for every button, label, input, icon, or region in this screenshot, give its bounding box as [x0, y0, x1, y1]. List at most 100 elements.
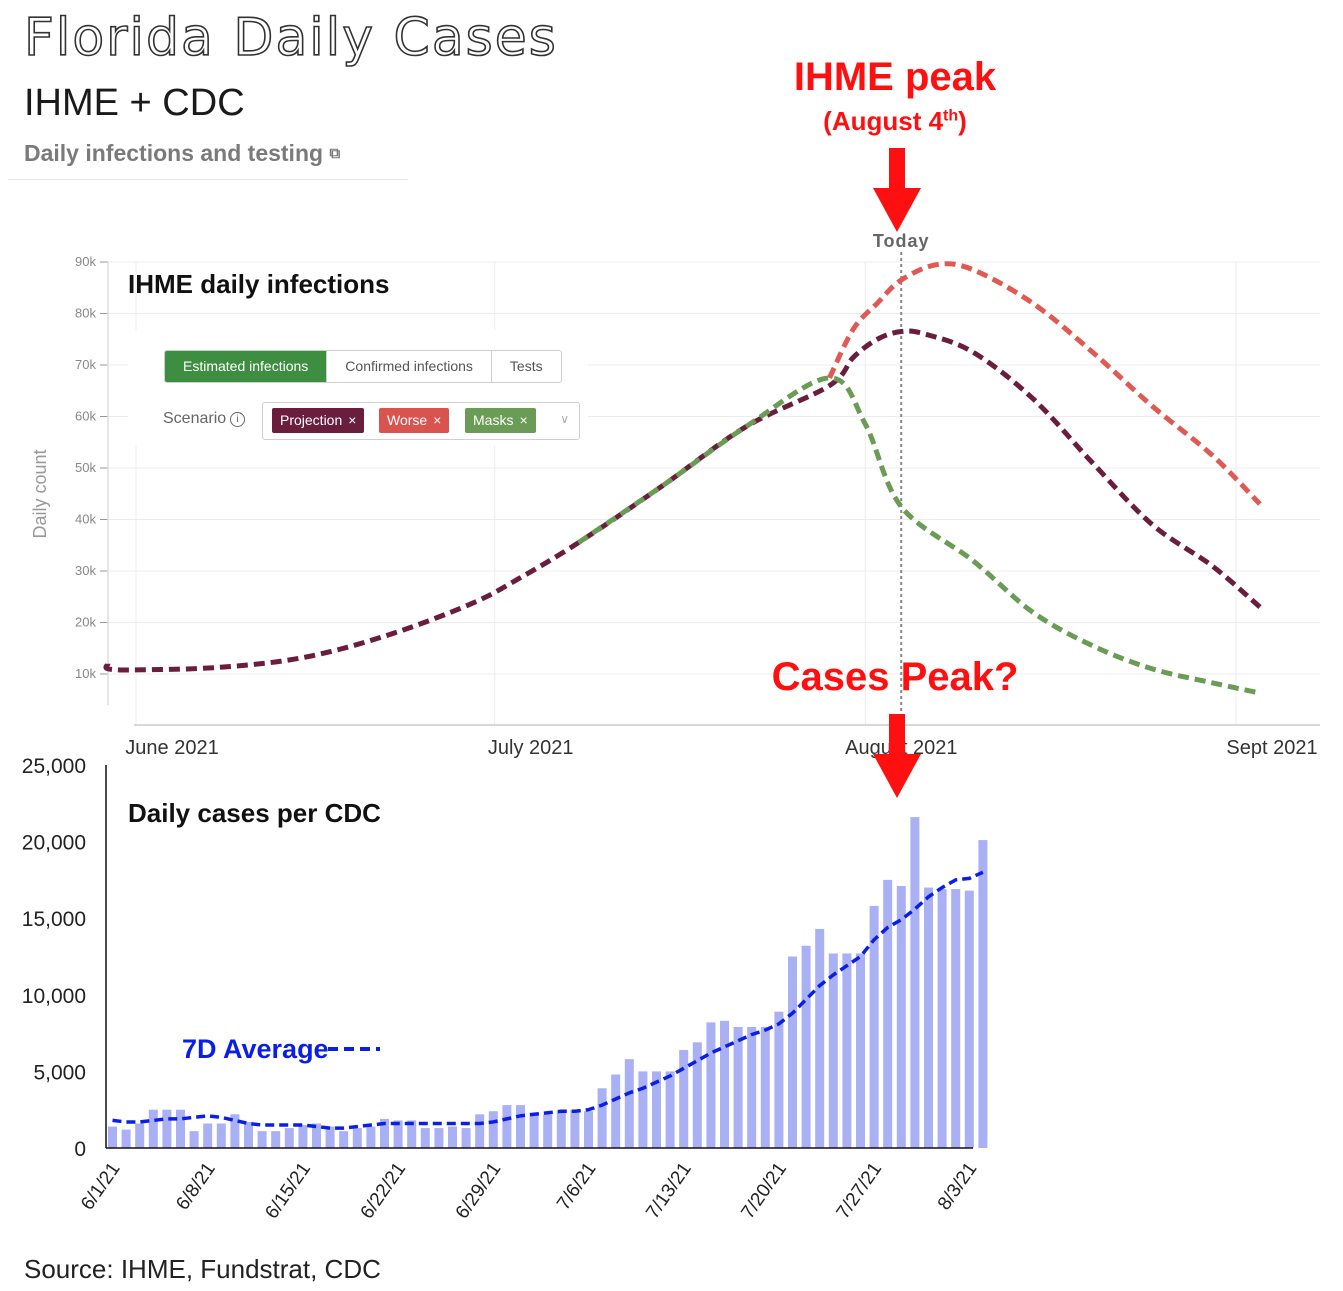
cdc-bar [788, 956, 797, 1148]
cdc-bar [869, 905, 879, 1148]
cdc-bar [964, 890, 974, 1148]
ihme-series-masks [576, 375, 1261, 696]
cases-peak-note: Cases Peak? [771, 655, 1019, 699]
ihme-series-projection [103, 328, 1262, 673]
cdc-bar [216, 1123, 226, 1148]
close-icon[interactable]: × [519, 412, 528, 428]
external-link-icon[interactable]: ⧉ [329, 145, 341, 162]
cdc-bar [924, 887, 933, 1148]
ihme-ytick-label: 70k [75, 357, 96, 372]
ihme-peak-date-text: (August 4 [823, 106, 944, 136]
ihme-gridlines [108, 261, 1320, 725]
metric-tabs: Estimated infections Confirmed infection… [164, 350, 562, 383]
cdc-bar [856, 953, 865, 1148]
cdc-bar [135, 1123, 145, 1148]
subtitle: IHME + CDC [24, 82, 245, 124]
scenario-label-text: Scenario [163, 410, 227, 427]
cdc-ytick-label: 5,000 [33, 1061, 86, 1084]
cdc-chart-title: Daily cases per CDC [128, 798, 381, 828]
ihme-peak-date: (August 4th) [770, 106, 1020, 137]
cdc-legend-label: 7D Average [182, 1034, 329, 1064]
ihme-ytick-label: 90k [75, 254, 96, 269]
info-icon[interactable]: i [230, 412, 246, 427]
section-link[interactable]: Daily infections and testing ⧉ [24, 140, 340, 167]
cdc-bar [352, 1128, 362, 1148]
ihme-ytick-label: 50k [75, 460, 96, 475]
cdc-xtick-label: 7/6/21 [553, 1159, 601, 1214]
cdc-bar [692, 1042, 702, 1148]
cdc-bar [271, 1131, 281, 1148]
cdc-xtick-label: 6/29/21 [452, 1159, 506, 1223]
cdc-bar [896, 886, 906, 1148]
cdc-xtick-label: 7/20/21 [737, 1159, 791, 1223]
chip-projection-label: Projection [280, 412, 343, 428]
cdc-bar [448, 1126, 457, 1148]
main-title: Florida Daily Cases [23, 7, 558, 69]
ihme-ytick-label: 40k [75, 512, 96, 527]
cdc-bar [502, 1105, 512, 1148]
cdc-bar [679, 1049, 689, 1148]
cdc-bar [638, 1071, 648, 1148]
cdc-bar [720, 1020, 729, 1148]
ihme-chart-title: IHME daily infections [128, 269, 390, 299]
cdc-bar [733, 1026, 743, 1148]
cdc-bar [828, 953, 838, 1148]
cdc-bar [108, 1126, 117, 1148]
ihme-ytick-label: 30k [75, 563, 96, 578]
cdc-bar [883, 879, 893, 1148]
cdc-bars [108, 817, 988, 1148]
cdc-bar [325, 1126, 335, 1148]
cdc-bar [434, 1128, 444, 1148]
cdc-ytick-label: 25,000 [22, 755, 86, 778]
cdc-bar [189, 1131, 199, 1148]
close-icon[interactable]: × [433, 412, 442, 428]
cdc-bar [257, 1131, 267, 1148]
cdc-bar [176, 1109, 185, 1148]
cdc-bar [951, 889, 961, 1148]
cdc-xtick-label: 6/8/21 [172, 1159, 220, 1214]
tab-estimated-infections[interactable]: Estimated infections [165, 351, 327, 382]
scenario-select[interactable]: Projection × Worse × Masks × ∨ [262, 402, 580, 440]
cdc-bar [937, 889, 947, 1148]
cdc-bar [312, 1123, 321, 1148]
ihme-xtick-label: Sept 2021 [1226, 737, 1317, 759]
cdc-ytick-label: 20,000 [22, 832, 86, 855]
chevron-down-icon[interactable]: ∨ [560, 412, 569, 426]
today-marker-label: Today [873, 231, 930, 251]
tab-confirmed-infections[interactable]: Confirmed infections [326, 351, 491, 382]
cdc-bar [543, 1114, 553, 1148]
section-link-label[interactable]: Daily infections and testing [24, 140, 324, 166]
cdc-xtick-label: 6/1/21 [77, 1159, 125, 1214]
close-icon[interactable]: × [348, 412, 357, 428]
cdc-bar [815, 928, 825, 1148]
cdc-bar [516, 1105, 525, 1148]
cdc-bar [284, 1128, 294, 1148]
cdc-bar [774, 1011, 784, 1148]
cdc-xtick-label: 7/13/21 [642, 1159, 696, 1223]
cdc-bar [298, 1125, 308, 1148]
cdc-bar [652, 1071, 661, 1148]
cdc-bar [380, 1118, 389, 1148]
cdc-average-line [112, 870, 984, 1130]
cdc-bar [407, 1120, 417, 1148]
tab-tests[interactable]: Tests [490, 351, 561, 382]
chip-masks[interactable]: Masks × [465, 408, 536, 433]
cdc-bar [339, 1131, 349, 1148]
cdc-bar [801, 945, 811, 1148]
ihme-series-worse [827, 261, 1262, 506]
cdc-bar [529, 1112, 539, 1148]
cdc-bar [230, 1114, 240, 1148]
cdc-bar [162, 1109, 172, 1148]
chip-projection[interactable]: Projection × [272, 408, 365, 433]
ihme-ytick-label: 10k [75, 666, 96, 681]
ihme-peak-date-suffix: th [943, 107, 959, 125]
cdc-bar [760, 1026, 770, 1148]
chip-worse[interactable]: Worse × [379, 408, 450, 433]
cdc-ytick-label: 10,000 [22, 985, 86, 1008]
cdc-bar [461, 1128, 471, 1148]
scenario-label: Scenario i [163, 410, 246, 428]
ihme-xtick-label: June 2021 [125, 737, 218, 759]
ihme-ytick-label: 80k [75, 306, 96, 321]
cdc-bar [203, 1123, 213, 1148]
